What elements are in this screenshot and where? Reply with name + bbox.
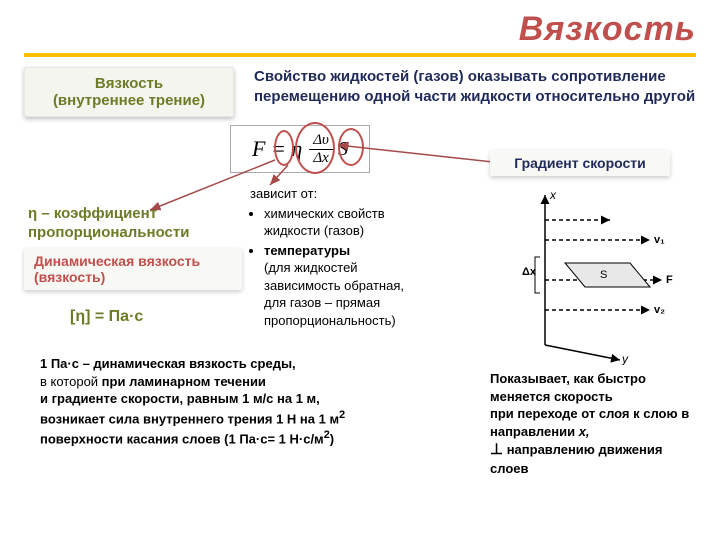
- F-label: F: [666, 274, 673, 286]
- depends-list: химических свойств жидкости (газов) темп…: [250, 205, 410, 330]
- gradient-text: Градиент скорости: [514, 155, 646, 171]
- b-l5end: ): [330, 431, 334, 446]
- gd-l3: направлению движения слоев: [490, 442, 662, 476]
- depends-block: зависит от: химических свойств жидкости …: [250, 185, 410, 331]
- formula-fraction: Δυ Δx: [309, 132, 333, 167]
- gd-l2em: x,: [579, 424, 590, 439]
- formula-lhs: F = η: [252, 136, 302, 162]
- def-line1: Вязкость: [34, 75, 224, 92]
- b-l1a: 1 Па·с – динамическая вязкость среды,: [40, 356, 296, 371]
- viscosity-definition-box: Вязкость (внутреннее трение): [24, 67, 234, 117]
- gradient-box: Градиент скорости: [490, 150, 670, 176]
- frac-num: Δυ: [309, 132, 333, 149]
- b-l5: поверхности касания слоев (1 Па·с= 1 Н·с…: [40, 431, 324, 446]
- depends-item2-bold: температуры: [264, 243, 350, 258]
- b-l2: в которой: [40, 374, 102, 389]
- depends-item2-rest1: (для жидкостей зависимость обратная,: [264, 260, 404, 293]
- axis-y-label: y: [621, 352, 629, 365]
- slide: Вязкость Вязкость (внутреннее трение) Св…: [0, 0, 720, 540]
- dynamic-viscosity-box: Динамическая вязкость (вязкость): [24, 248, 242, 290]
- title-divider: [24, 53, 696, 57]
- bottom-description: 1 Па·с – динамическая вязкость среды, в …: [40, 355, 460, 447]
- v2-label: v₂: [654, 304, 665, 316]
- depends-item2: температуры (для жидкостей зависимость о…: [264, 242, 410, 330]
- page-title: Вязкость: [24, 10, 696, 49]
- definition-row: Вязкость (внутреннее трение) Свойство жи…: [24, 67, 696, 117]
- formula-box: F = η Δυ Δx S: [230, 125, 370, 173]
- depends-head: зависит от:: [250, 185, 410, 203]
- formula-S: S: [338, 138, 348, 161]
- gradient-description: Показывает, как быстро меняется скорость…: [490, 370, 690, 478]
- frac-den: Δx: [309, 150, 332, 167]
- axes-diagram: x y v₁ F v₂ Δx S: [490, 185, 690, 365]
- b-l4sup: 2: [339, 409, 345, 421]
- v1-label: v₁: [654, 234, 665, 246]
- b-l2b: при ламинарном течении: [102, 374, 266, 389]
- eta-l2: пропорциональности: [28, 224, 189, 243]
- gd-l1: Показывает, как быстро меняется скорость: [490, 371, 646, 404]
- gd-perp: ⊥: [490, 441, 503, 458]
- viscosity-definition-text: Свойство жидкостей (газов) оказывать соп…: [254, 67, 696, 117]
- eta-coefficient-label: η – коэффициент пропорциональности: [28, 205, 189, 243]
- viscosity-unit: [η] = Па·с: [70, 308, 143, 326]
- depends-item1: химических свойств жидкости (газов): [264, 205, 410, 240]
- dyn-text: Динамическая вязкость (вязкость): [34, 253, 200, 285]
- eta-l1: η – коэффициент: [28, 205, 189, 224]
- b-l3: и градиенте скорости, равным 1 м/с на 1 …: [40, 391, 320, 406]
- def-line2: (внутреннее трение): [34, 92, 224, 109]
- depends-item2-rest2: для газов – прямая пропорциональность): [264, 295, 396, 328]
- b-l4: возникает сила внутреннего трения 1 Н на…: [40, 411, 339, 426]
- axis-x-label: x: [549, 188, 557, 202]
- S-label: S: [600, 269, 607, 281]
